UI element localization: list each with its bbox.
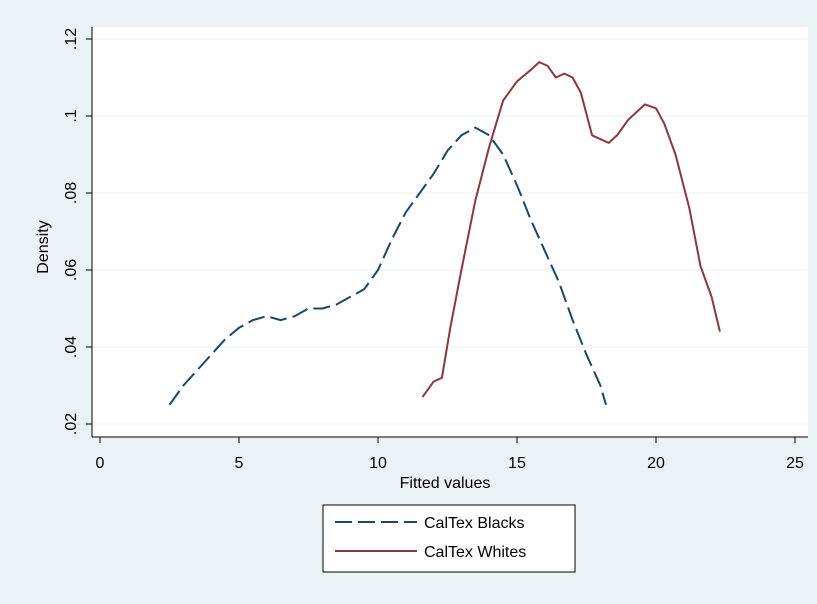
- x-tick-label-4: 20: [647, 455, 665, 472]
- y-tick-label-5: .12: [63, 28, 80, 50]
- y-tick-label-2: .06: [63, 259, 80, 281]
- legend-label-caltex-blacks: CalTex Blacks: [424, 515, 524, 532]
- axes: 0 5 10 15 20 25 .02 .04 .06 .08 .1 .12: [63, 27, 808, 472]
- y-tick-label-1: .04: [63, 336, 80, 358]
- x-axis-label: Fitted values: [400, 475, 491, 492]
- x-tick-label-3: 15: [508, 455, 526, 472]
- legend-label-caltex-whites: CalTex Whites: [424, 544, 526, 561]
- x-tick-label-1: 5: [235, 455, 244, 472]
- legend: CalTex Blacks CalTex Whites: [322, 504, 576, 573]
- y-axis-label: Density: [35, 220, 52, 273]
- series-line-caltex-whites: [421, 61, 721, 398]
- legend-box: [322, 504, 576, 573]
- x-tick-label-2: 10: [369, 455, 387, 472]
- y-tick-label-0: .02: [63, 413, 80, 435]
- y-tick-label-4: .1: [63, 109, 80, 122]
- x-tick-label-0: 0: [96, 455, 105, 472]
- gridlines: [92, 38, 808, 425]
- y-tick-label-3: .08: [63, 182, 80, 204]
- x-tick-label-5: 25: [786, 455, 804, 472]
- series-lines: [168, 61, 721, 406]
- plot-area: [92, 27, 808, 437]
